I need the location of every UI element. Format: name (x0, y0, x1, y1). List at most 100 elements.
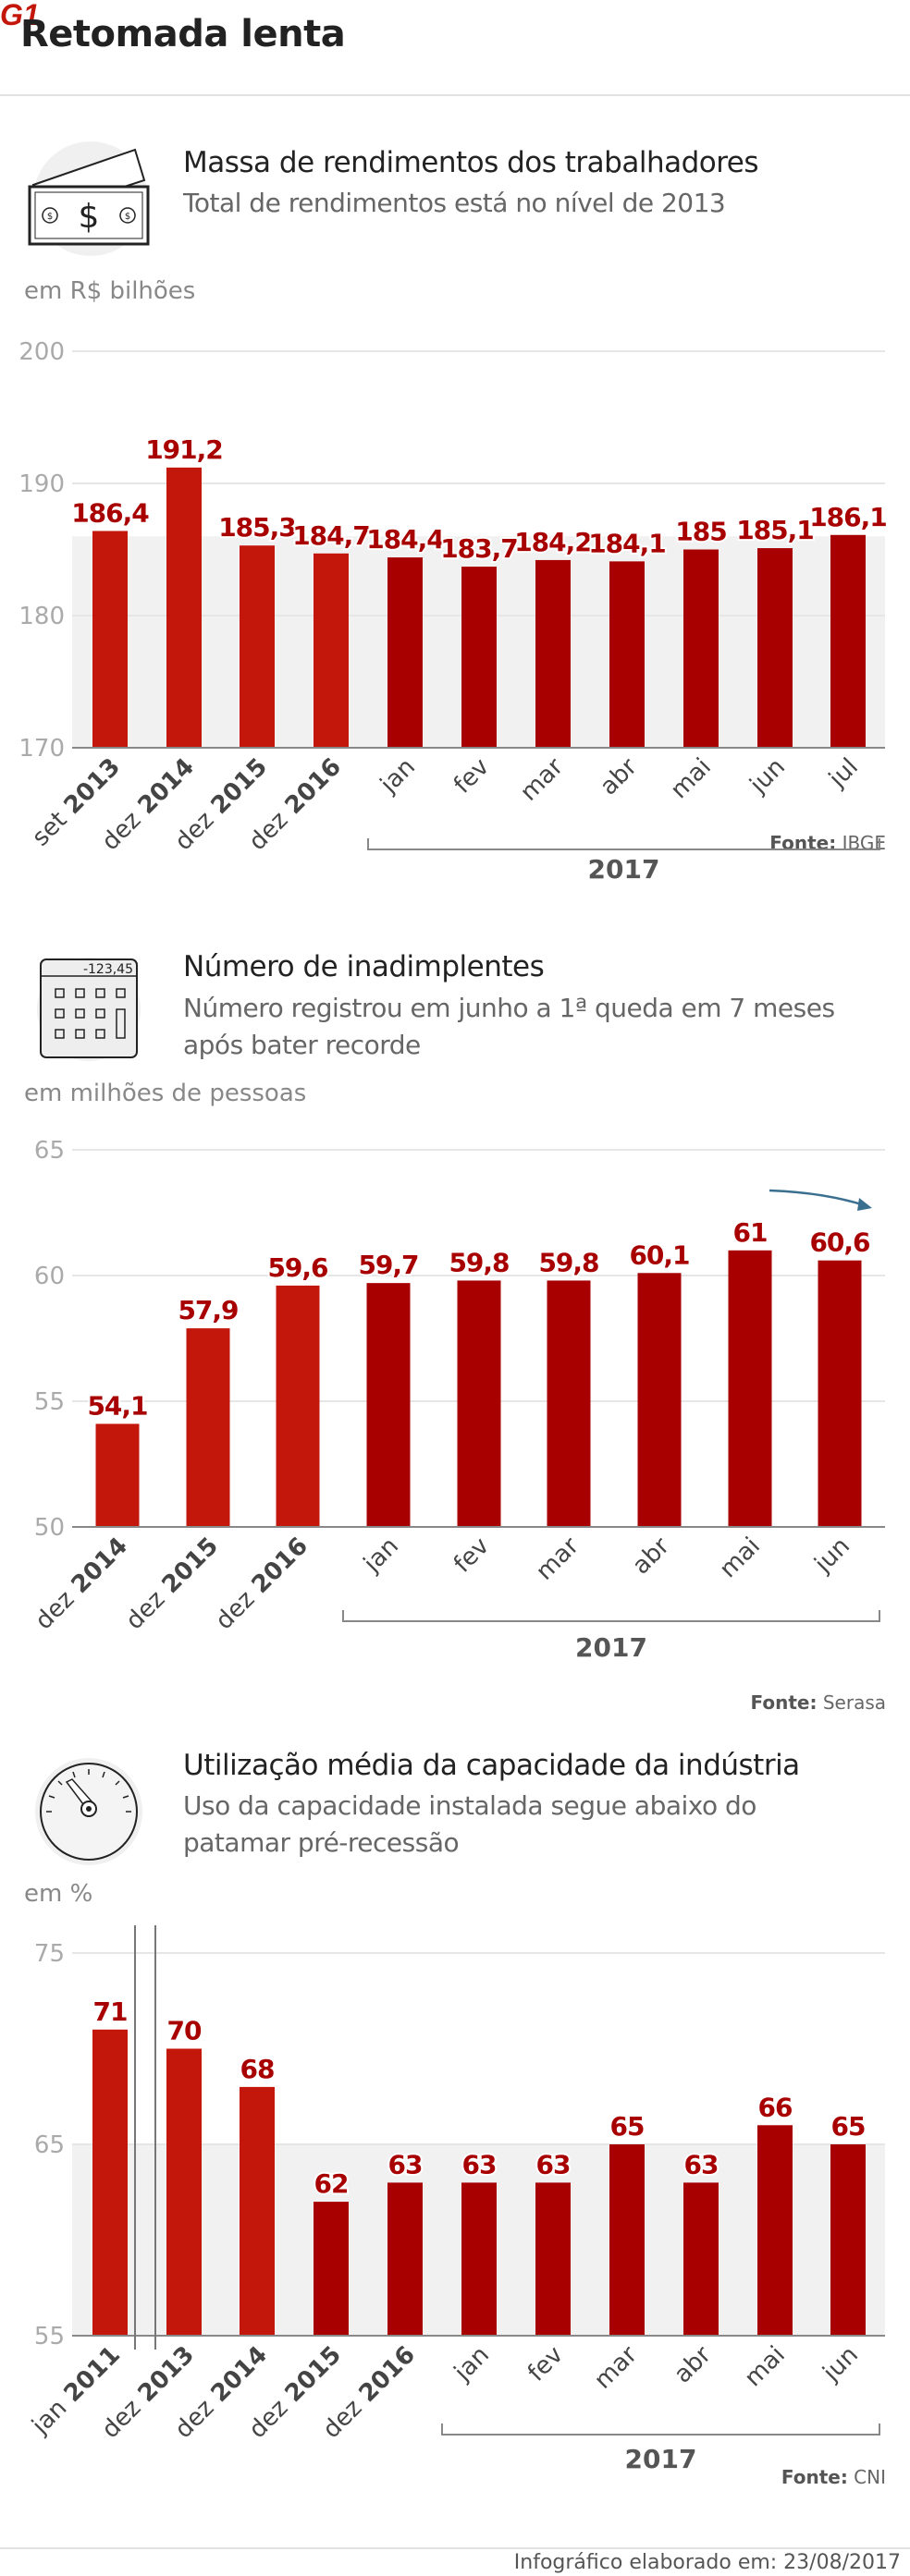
x-tick-label: abr (627, 1532, 675, 1581)
value-label: 68 (240, 2054, 275, 2084)
y-tick-label: 55 (34, 1388, 65, 1416)
chart2-unit: em milhões de pessoas (24, 1080, 307, 1107)
bar (461, 2182, 497, 2336)
tick-month: fev (523, 2341, 569, 2387)
group-label: 2017 (625, 2444, 697, 2474)
value-label: 59,7 (358, 1250, 418, 1280)
value-label: 183,7 (440, 533, 518, 564)
chart3-subtitle: Uso da capacidade instalada segue abaixo… (183, 1790, 756, 1858)
value-label: 63 (684, 2149, 719, 2179)
y-tick-label: 55 (34, 2323, 65, 2350)
bar (314, 553, 349, 748)
source-label: Fonte: (781, 2466, 848, 2488)
x-tick-label: mai (714, 1532, 765, 1583)
bar (240, 545, 275, 748)
x-tick-label: mar (531, 1532, 584, 1586)
source-name: CNI (854, 2466, 886, 2488)
chart-2: 50 55 60 65 54,1 dez 2014 57,9 dez 2015 59,6 dez … (31, 1137, 885, 1663)
title-divider (0, 94, 910, 96)
bar (683, 549, 719, 748)
bar (757, 2125, 793, 2336)
bar (92, 2029, 128, 2336)
value-label: 184,1 (588, 528, 666, 558)
value-label: 184,7 (292, 520, 370, 551)
g1-logo: G1 (0, 0, 40, 31)
tick-year: 2015 (151, 1532, 224, 1605)
bar (535, 559, 571, 748)
gauge-icon (35, 1758, 142, 1865)
group-label: 2017 (588, 854, 660, 885)
value-label: 65 (610, 2111, 645, 2142)
value-label: 71 (93, 1996, 128, 2027)
chart2-subtitle: Número registrou em junho a 1ª queda em … (183, 993, 835, 1060)
tick-month: jun (744, 753, 791, 800)
bar (366, 1283, 411, 1527)
x-tick-label: mar (589, 2341, 643, 2395)
y-tick-label: 170 (18, 735, 65, 763)
footer-credit: Infográfico elaborado em: 23/08/2017 (513, 2551, 901, 2574)
bar (547, 1280, 591, 1527)
x-tick-label: dez 2016 (211, 1532, 314, 1635)
tick-month: mar (515, 753, 569, 807)
calculator-icon: -123,45 (37, 958, 141, 1061)
tick-year: 2016 (348, 2341, 421, 2414)
bar (166, 2048, 202, 2336)
tick-month: mar (531, 1532, 584, 1586)
tick-year: 2015 (200, 753, 273, 826)
calculator-display: -123,45 (83, 962, 133, 977)
chart1-unit: em R$ bilhões (24, 277, 196, 305)
x-tick-label: abr (595, 753, 643, 801)
tick-year: 2013 (53, 753, 126, 826)
bar (757, 548, 793, 748)
tick-year: 2011 (53, 2341, 126, 2414)
bar (818, 1260, 862, 1527)
tick-month: abr (595, 753, 643, 801)
bar (387, 2182, 423, 2336)
bar (95, 1423, 140, 1527)
tick-month: jun (809, 1532, 855, 1579)
bar (92, 531, 128, 748)
value-label: 60,1 (629, 1239, 689, 1270)
year-bracket (441, 2423, 880, 2436)
tick-month: jan (375, 753, 421, 800)
tick-year: 2015 (274, 2341, 347, 2414)
year-bracket (342, 1610, 880, 1622)
svg-text:$: $ (79, 198, 100, 236)
tick-year: 2014 (127, 753, 200, 826)
chart3-unit: em % (24, 1880, 93, 1908)
x-tick-label: jun (818, 2341, 864, 2387)
x-tick-label: mai (739, 2341, 790, 2392)
value-label: 62 (314, 2168, 349, 2199)
bar (830, 534, 866, 748)
x-tick-label: fev (523, 2341, 569, 2387)
x-tick-label: mai (665, 753, 716, 804)
x-tick-label: abr (669, 2341, 717, 2389)
value-label: 184,4 (366, 524, 444, 555)
bar (830, 2144, 866, 2336)
bar (186, 1328, 230, 1527)
value-label: 185,3 (218, 512, 296, 543)
x-tick-label: jan (375, 753, 421, 800)
y-tick-label: 65 (34, 1137, 65, 1165)
tick-month: abr (627, 1532, 675, 1581)
tick-month: fev (449, 753, 495, 800)
bar (609, 2144, 645, 2336)
chart3-source: Fonte: CNI (781, 2466, 886, 2488)
bar (461, 567, 497, 748)
value-label: 186,4 (71, 497, 149, 528)
tick-month: jun (818, 2341, 864, 2387)
value-label: 184,2 (514, 527, 592, 557)
x-tick-label: dez 2014 (31, 1532, 133, 1635)
chart1-title: Massa de rendimentos dos trabalhadores (183, 146, 759, 179)
tick-month: jul (823, 753, 864, 794)
bar (609, 561, 645, 748)
value-label: 57,9 (178, 1295, 238, 1325)
tick-month: mar (589, 2341, 643, 2395)
svg-text:$: $ (47, 212, 53, 222)
money-bills-icon: $ $ $ (28, 141, 150, 256)
bar (683, 2182, 719, 2336)
bar (457, 1280, 501, 1527)
